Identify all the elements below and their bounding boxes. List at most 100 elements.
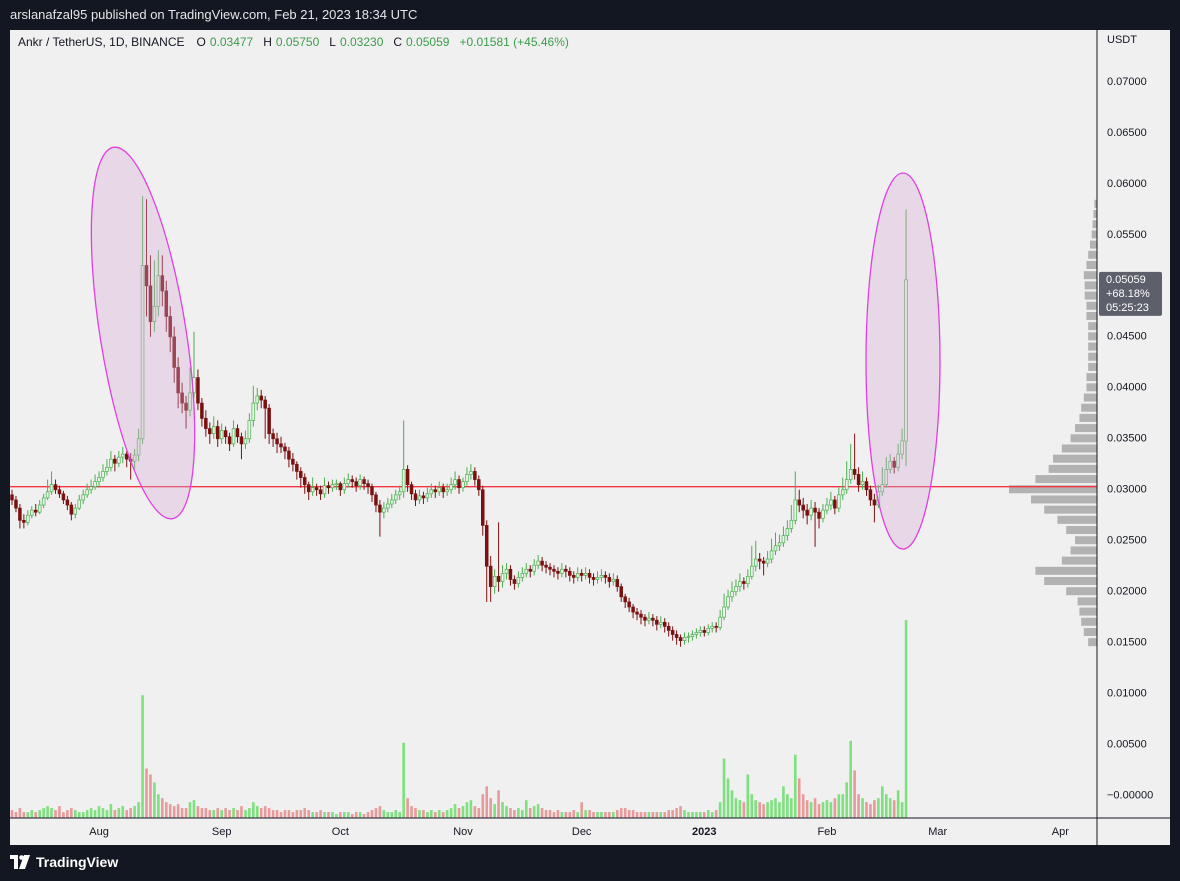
candle-body (512, 579, 517, 584)
brand-logo (10, 855, 30, 869)
candle-body (204, 418, 208, 429)
volume-bar (204, 808, 208, 818)
candle-body (821, 509, 825, 519)
candle-body (477, 479, 481, 491)
y-tick-label: 0.06000 (1107, 178, 1147, 190)
volume-bar (485, 786, 489, 818)
volume-profile-bar (1086, 373, 1097, 382)
candle-body (247, 420, 252, 440)
volume-bar (651, 812, 655, 818)
candle-body (884, 469, 889, 486)
candle-body (591, 577, 596, 580)
volume-bar (441, 812, 445, 818)
volume-profile-bar (1086, 311, 1097, 320)
candle-body (750, 565, 754, 577)
candle-body (599, 575, 604, 578)
volume-bar (430, 810, 433, 818)
volume-bar (291, 812, 295, 818)
candle-body (287, 450, 291, 460)
volume-bar (172, 806, 176, 818)
candle-body (326, 485, 331, 489)
candle-body (528, 568, 532, 572)
highlight-ellipse (865, 172, 941, 550)
volume-bar (117, 808, 121, 818)
volume-bar (161, 798, 164, 818)
candle-body (299, 471, 303, 478)
candle-body (358, 479, 362, 487)
volume-bar (703, 812, 706, 818)
candle-body (10, 494, 14, 501)
candle-body (85, 489, 89, 496)
candle-body (805, 509, 809, 516)
volume-bar (133, 806, 136, 818)
candle-body (37, 504, 42, 513)
volume-bar (627, 810, 631, 818)
candle-body (354, 481, 358, 487)
y-tick-label: 0.01000 (1107, 688, 1147, 700)
candle-body (215, 426, 220, 440)
volume-bar (220, 810, 223, 818)
axes: USDT 0.070000.065000.060000.055000.05000… (89, 34, 1162, 838)
symbol: Ankr / TetherUS, 1D, BINANCE (18, 35, 185, 49)
volume-bar (283, 810, 287, 818)
volume-profile-bar (1035, 475, 1097, 484)
volume-bar (691, 812, 694, 818)
candle-body (904, 279, 908, 442)
volume-bar (287, 810, 291, 818)
candle-body (829, 499, 833, 506)
volume-bar (548, 810, 552, 818)
volume-bar (168, 804, 172, 818)
volume-profile-bar (1075, 536, 1097, 545)
volume-bar (809, 802, 813, 818)
candle-body (382, 507, 386, 513)
candle-body (57, 489, 62, 495)
volume-bar (623, 808, 627, 818)
candle-body (872, 499, 877, 506)
candle-body (607, 577, 612, 582)
candle-body (864, 481, 869, 491)
candle-body (678, 637, 683, 641)
volume-bar (303, 808, 307, 818)
candle-body (706, 628, 711, 633)
candle-body (655, 619, 659, 625)
candle-body (251, 402, 256, 421)
volume-bar (81, 812, 85, 818)
volume-bar (307, 810, 310, 818)
candle-body (753, 558, 758, 567)
volume-bar (426, 812, 429, 818)
volume-bar (497, 790, 500, 818)
volume-bar (350, 814, 354, 818)
candle-body (797, 499, 801, 506)
volume-bar (457, 808, 461, 818)
price-tag-price: 0.05059 (1106, 274, 1146, 286)
volume-profile-bar (1091, 230, 1097, 239)
candle-body (722, 606, 726, 618)
volume-bar (900, 802, 904, 818)
volume-bar (509, 808, 512, 818)
candle-body (310, 487, 315, 493)
volume-profile-bar (1084, 291, 1097, 300)
change-value: +0.01581 (+45.46%) (459, 35, 569, 49)
volume-bar (738, 800, 742, 818)
volume-profile-bar (1088, 342, 1097, 351)
volume-profile-bar (1048, 464, 1097, 473)
volume-bar (42, 808, 45, 818)
volume-bar (813, 798, 817, 818)
volume-profile-bar (1092, 220, 1097, 229)
y-tick-label: 0.03000 (1107, 484, 1147, 496)
volume-bar (825, 800, 829, 818)
candle-body (378, 504, 382, 513)
y-tick-label: 0.04500 (1107, 331, 1147, 343)
x-tick-label: Aug (89, 826, 109, 838)
volume-bar (406, 798, 409, 818)
volume-bar (639, 812, 643, 818)
candle-body (868, 489, 873, 501)
candle-body (469, 471, 473, 475)
candle-body (623, 596, 627, 603)
volume-bar (481, 794, 485, 818)
price-tag-box (1099, 271, 1162, 316)
volume-bar (766, 802, 769, 818)
volume-bar (445, 810, 449, 818)
